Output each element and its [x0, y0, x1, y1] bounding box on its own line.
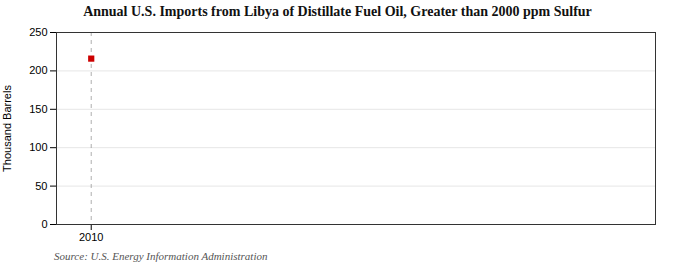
svg-text:0: 0 — [41, 218, 47, 230]
svg-text:200: 200 — [29, 64, 47, 76]
html-text:Source: U.S. Energy Informatio: Source: U.S. Energy Information Administ… — [54, 250, 268, 262]
html-text:Annual U.S. Imports from Libya: Annual U.S. Imports from Libya of Distil… — [83, 4, 592, 19]
svg-text:2010: 2010 — [79, 231, 103, 243]
svg-text:Thousand Barrels: Thousand Barrels — [1, 85, 13, 172]
svg-text:100: 100 — [29, 141, 47, 153]
svg-text:250: 250 — [29, 26, 47, 38]
svg-text:50: 50 — [35, 180, 47, 192]
svg-text:150: 150 — [29, 103, 47, 115]
